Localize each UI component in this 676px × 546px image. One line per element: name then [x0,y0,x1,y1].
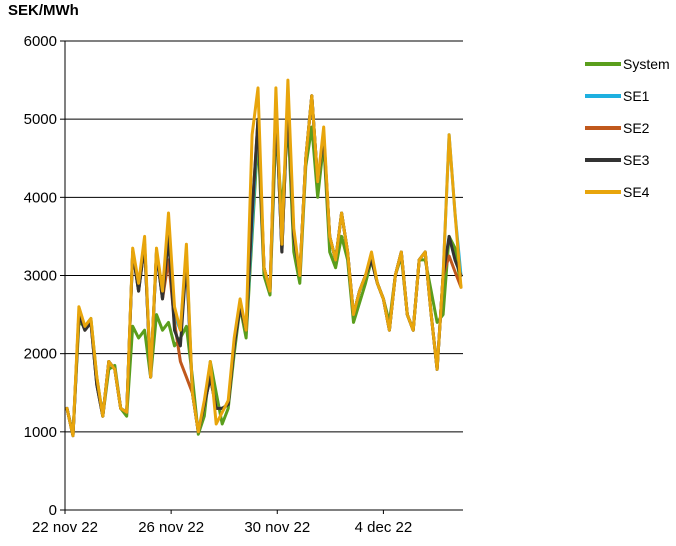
x-tick-label: 4 dec 22 [355,519,413,536]
legend-label: SE1 [623,88,650,104]
y-tick-label: 4000 [24,189,57,206]
axes [60,40,463,514]
y-axis-unit-label: SEK/MWh [8,2,79,19]
y-tick-label: 6000 [24,33,57,50]
y-tick-label: 0 [49,502,57,519]
series-line-se4 [65,78,463,438]
y-tick-label: 1000 [24,424,57,441]
x-tick-label: 26 nov 22 [138,519,204,536]
y-tick-label: 2000 [24,346,57,363]
legend-label: System [623,56,670,72]
y-axis-tick-labels: 0 1000 2000 3000 4000 5000 6000 [24,33,57,519]
y-tick-label: 3000 [24,268,57,285]
legend: System SE1 SE2 SE3 SE4 [585,56,670,200]
x-axis-tick-labels: 22 nov 22 26 nov 22 30 nov 22 4 dec 22 [32,519,412,536]
legend-label: SE3 [623,152,650,168]
x-tick-label: 22 nov 22 [32,519,98,536]
x-tick-label: 30 nov 22 [244,519,310,536]
series-lines [65,78,463,438]
y-tick-label: 5000 [24,111,57,128]
legend-label: SE2 [623,120,650,136]
series-line-system [65,117,463,436]
legend-label: SE4 [623,184,650,200]
